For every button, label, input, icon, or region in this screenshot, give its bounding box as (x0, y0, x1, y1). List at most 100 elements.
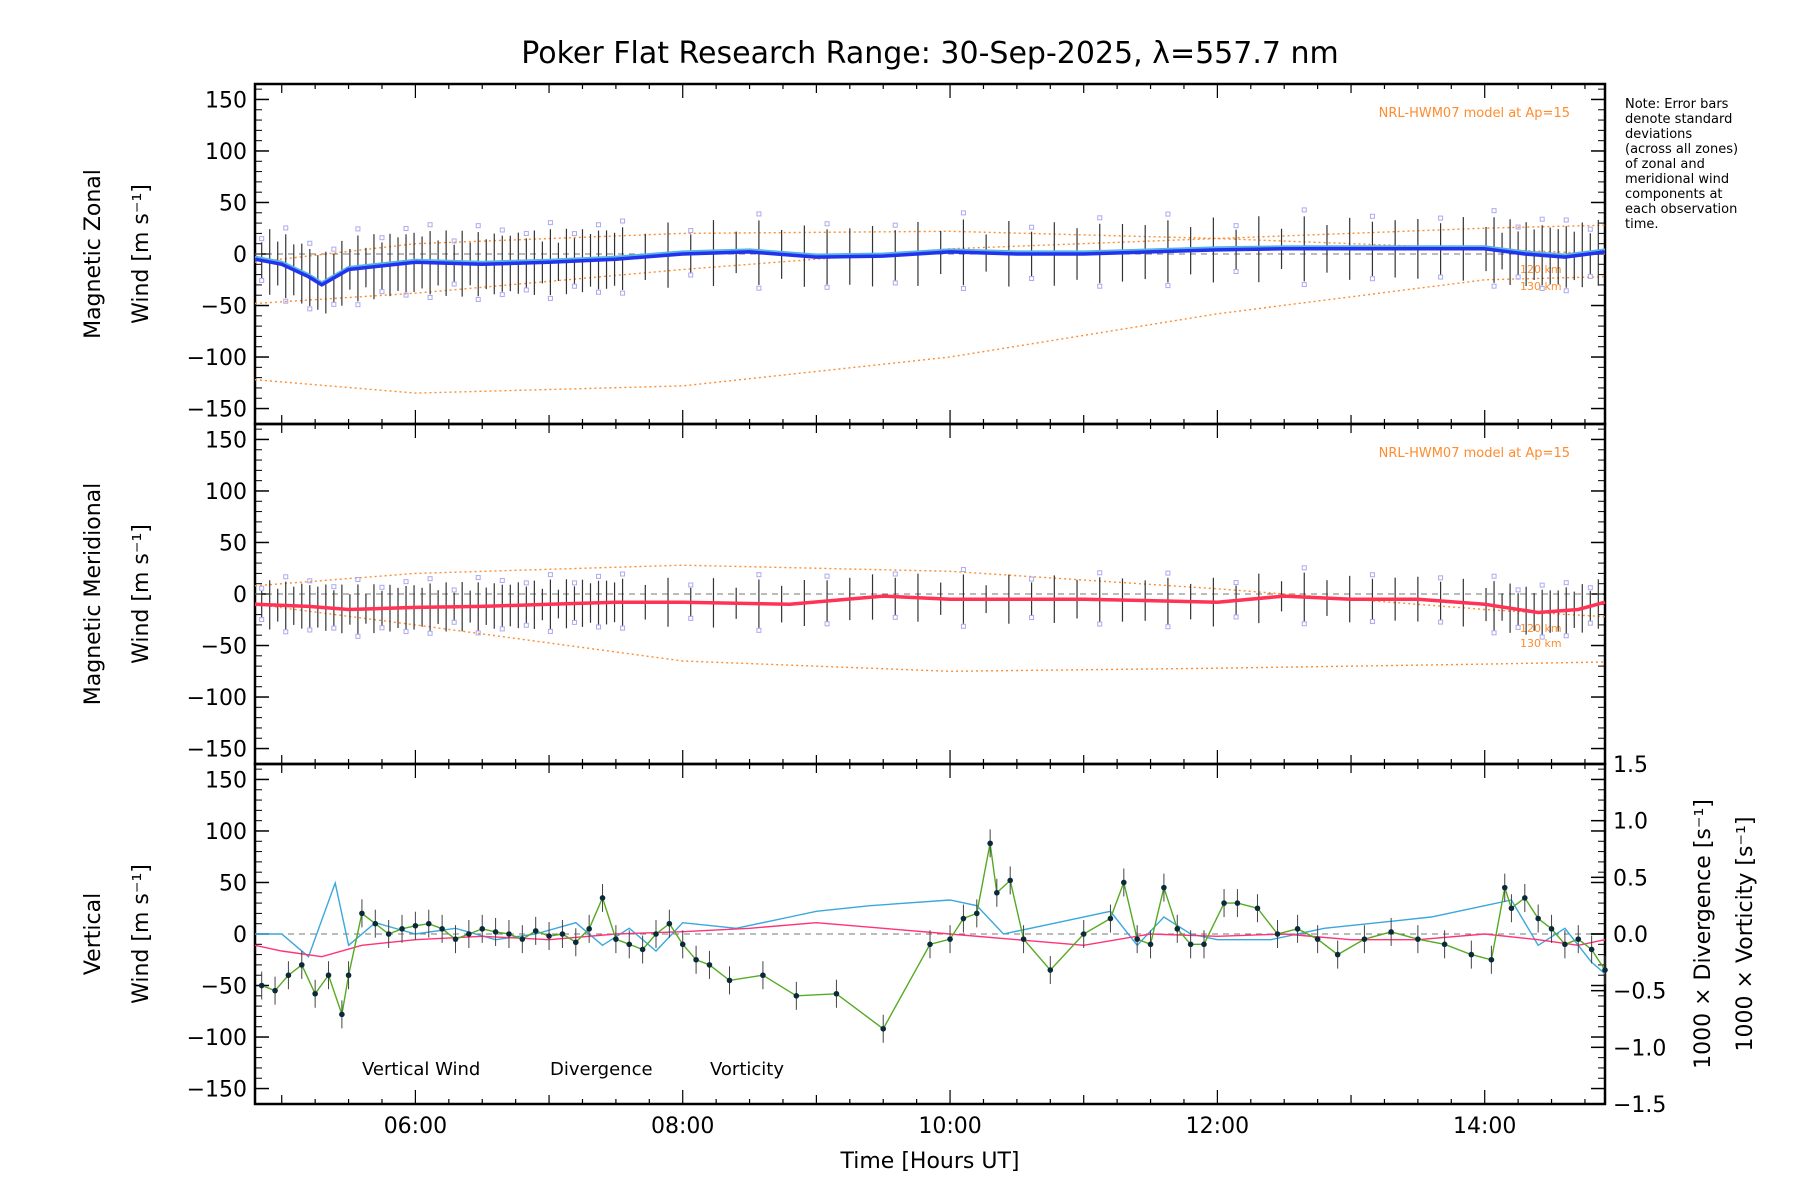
zonal-ylabel-line1: Magnetic Zonal (81, 169, 106, 339)
vertical-wind-point (1488, 956, 1495, 963)
vertical-wind-point (1562, 941, 1568, 948)
y2-tick-label: −0.5 (1613, 980, 1666, 1005)
zone-sample (1539, 582, 1545, 588)
vertical-wind-point (726, 977, 733, 984)
y-tick-label: 150 (205, 88, 247, 113)
vertical-ylabel-line1: Vertical (81, 893, 106, 975)
vertical-wind-point (519, 936, 526, 942)
vertical-wind-point (1080, 931, 1087, 937)
zonal-wind-line (254, 247, 1606, 287)
error-bar-note: Note: Error bars denote standard deviati… (1625, 97, 1738, 232)
zone-sample (1587, 585, 1593, 591)
zone-sample (1097, 283, 1103, 289)
x-tick-label: 12:00 (1186, 1114, 1249, 1139)
y-tick-label: −50 (201, 295, 247, 320)
zone-sample (571, 580, 577, 586)
vertical-wind-point (312, 990, 318, 997)
zone-sample (688, 228, 694, 234)
zone-sample (403, 292, 409, 298)
y2-tick-label: 1.0 (1613, 810, 1648, 835)
zone-sample (960, 567, 966, 573)
chart-title: Poker Flat Research Range: 30-Sep-2025, … (521, 36, 1339, 71)
vertical-wind-point (1415, 936, 1421, 942)
zone-sample (620, 290, 626, 296)
zone-sample (1301, 621, 1307, 627)
vertical-wind-point (960, 915, 967, 922)
meridional-model-label: NRL-HWM07 model at Ap=15 (1379, 446, 1570, 461)
zone-sample (1539, 285, 1545, 291)
zone-sample (1515, 274, 1521, 280)
vertical-wind-point (1234, 900, 1241, 906)
zone-sample (756, 572, 762, 578)
zone-sample (547, 220, 553, 226)
zone-sample (756, 211, 762, 217)
vertical-wind-point (425, 920, 432, 927)
vertical-wind-point (1501, 884, 1508, 891)
zone-sample (1491, 630, 1497, 636)
y-tick-label: −100 (187, 1026, 247, 1051)
zone-sample (451, 281, 457, 287)
zone-sample (1515, 224, 1521, 230)
zone-sample (1165, 624, 1171, 630)
y2-tick-label: 0.0 (1613, 923, 1648, 948)
zone-sample (1029, 224, 1035, 230)
y-tick-label: −50 (201, 975, 247, 1000)
zone-sample (355, 633, 361, 639)
zone-sample (596, 573, 602, 579)
vertical-wind-point (586, 926, 592, 932)
vorticity-axis-label: 1000 × Vorticity [s⁻¹] (1733, 817, 1758, 1052)
zone-sample (547, 295, 553, 301)
meridional-ylabel-line1: Magnetic Meridional (81, 483, 106, 705)
divergence-line (255, 880, 1606, 975)
zone-sample (547, 628, 553, 634)
zone-sample (427, 294, 433, 300)
zone-sample (307, 578, 313, 584)
zone-sample (1515, 624, 1521, 630)
legend-divergence: Divergence (550, 1059, 653, 1080)
zone-sample (1515, 587, 1521, 593)
zone-sample (1563, 633, 1569, 639)
zone-sample (1233, 614, 1239, 620)
zone-sample (596, 222, 602, 228)
zone-sample (499, 626, 505, 632)
zonal-model-label: NRL-HWM07 model at Ap=15 (1379, 106, 1570, 121)
y-tick-label: 150 (205, 428, 247, 453)
zone-sample (259, 236, 265, 242)
zone-sample (1491, 283, 1497, 289)
zone-sample (283, 298, 289, 304)
y-tick-label: 50 (219, 871, 247, 896)
zone-sample (1097, 215, 1103, 221)
vertical-wind-point (1361, 936, 1368, 942)
vertical-wind-point (285, 972, 292, 979)
zone-sample (960, 210, 966, 216)
zone-sample (1587, 226, 1593, 232)
y2-tick-label: −1.0 (1613, 1036, 1666, 1061)
zone-sample (1233, 223, 1239, 229)
vertical-wind-point (1535, 915, 1541, 922)
zone-sample (824, 621, 830, 627)
zone-sample (259, 585, 265, 591)
y-tick-label: 100 (205, 140, 247, 165)
zone-sample (1539, 216, 1545, 222)
zone-sample (620, 571, 626, 577)
meridional-wind-line (254, 594, 1606, 615)
zone-sample (892, 280, 898, 286)
zone-sample (355, 226, 361, 232)
model-curve (254, 603, 1606, 673)
zone-sample (571, 619, 577, 625)
vertical-wind-point (325, 972, 332, 979)
zone-sample (824, 284, 830, 290)
zone-sample (331, 301, 337, 307)
note-line: of zonal and (1625, 157, 1705, 172)
y2-tick-label: −1.5 (1613, 1093, 1666, 1118)
y-tick-label: 0 (233, 923, 247, 948)
zone-sample (688, 272, 694, 278)
zone-sample (499, 227, 505, 233)
vertical-wind-point (1047, 967, 1054, 973)
vertical-wind-point (1121, 879, 1127, 886)
vertical-wind-point (679, 941, 686, 948)
vertical-wind-point (1388, 929, 1394, 935)
meridional-ylabel-line2: Wind [m s⁻¹] (129, 524, 154, 664)
zone-sample (1301, 207, 1307, 213)
vertical-wind-point (1007, 877, 1013, 884)
